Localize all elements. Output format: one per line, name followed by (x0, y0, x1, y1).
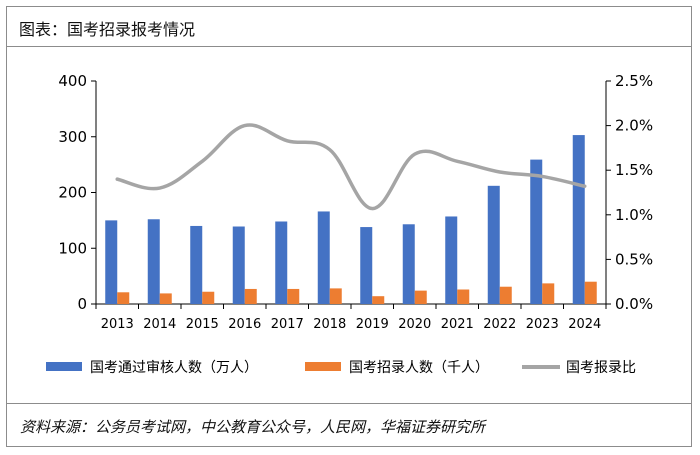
x-tick-label: 2018 (313, 317, 346, 332)
legend-label-hires: 国考招录人数（千人） (349, 360, 489, 376)
x-tick-label: 2017 (271, 317, 304, 332)
y-right-tick-label: 0.0% (615, 295, 653, 313)
legend-label-applicants: 国考通过审核人数（万人） (90, 360, 258, 376)
x-tick-label: 2013 (101, 317, 134, 332)
y-left-tick-label: 0 (77, 295, 87, 313)
legend-label-ratio: 国考报录比 (566, 360, 636, 376)
x-tick-label: 2015 (186, 317, 219, 332)
bar-applicants (572, 135, 585, 304)
y-left-tick-label: 300 (58, 128, 87, 146)
legend-group: 国考通过审核人数（万人） 国考招录人数（千人） 国考报录比 (46, 360, 636, 376)
bar-applicants (402, 224, 415, 304)
bar-applicants (190, 225, 203, 304)
axes-group: 0 100 200 300 400 0.0% 0.5% 1.0% 1.5% 2.0% 2.5% 201… (58, 72, 653, 332)
y-left-tick-label: 200 (58, 184, 87, 202)
bar-hires (202, 291, 215, 304)
x-tick-label: 2014 (143, 317, 176, 332)
bar-hires (542, 283, 555, 304)
source-note: 资料来源：公务员考试网，中公教育公众号，人民网，华福证券研究所 (20, 418, 486, 436)
y-right-tick-label: 1.5% (615, 161, 653, 179)
y-right-tick-label: 1.0% (615, 206, 653, 224)
bar-hires (244, 288, 257, 304)
x-tick-label: 2023 (526, 317, 559, 332)
y-right-tick-label: 2.5% (615, 72, 653, 90)
bar-applicants (487, 185, 500, 304)
bar-applicants (360, 227, 373, 304)
y-right-tick-label: 0.5% (615, 250, 653, 268)
x-tick-label: 2021 (441, 317, 474, 332)
chart-header: 图表：国考招录报考情况 (7, 7, 691, 47)
line-ratio (115, 123, 587, 211)
bar-applicants (105, 220, 118, 304)
x-tick-label: 2019 (356, 317, 389, 332)
bar-hires (372, 296, 385, 304)
bar-hires (457, 289, 470, 304)
legend-swatch-hires (305, 362, 341, 371)
y-right-tick-label: 2.0% (615, 117, 653, 135)
bar-hires (117, 292, 130, 304)
bar-hires (499, 286, 512, 304)
bar-hires (584, 281, 597, 304)
bar-hires (159, 293, 172, 304)
bar-applicants (275, 221, 288, 304)
y-left-tick-label: 400 (58, 72, 87, 90)
bar-hires (287, 288, 300, 304)
y-left-tick-label: 100 (58, 239, 87, 257)
chart-title: 图表：国考招录报考情况 (19, 20, 196, 39)
x-tick-label: 2016 (228, 317, 261, 332)
x-tick-label: 2020 (398, 317, 431, 332)
bar-applicants (317, 211, 330, 304)
source-bar: 资料来源：公务员考试网，中公教育公众号，人民网，华福证券研究所 (7, 403, 691, 448)
bar-hires (329, 288, 342, 304)
bar-applicants (445, 216, 458, 304)
line-group (115, 123, 587, 211)
x-tick-label: 2022 (483, 317, 516, 332)
legend-swatch-applicants (46, 362, 82, 371)
bar-hires (414, 290, 427, 304)
bars-group (105, 135, 597, 304)
bar-applicants (147, 219, 160, 304)
bar-applicants (530, 159, 543, 304)
bar-applicants (232, 226, 245, 304)
x-tick-label: 2024 (568, 317, 601, 332)
